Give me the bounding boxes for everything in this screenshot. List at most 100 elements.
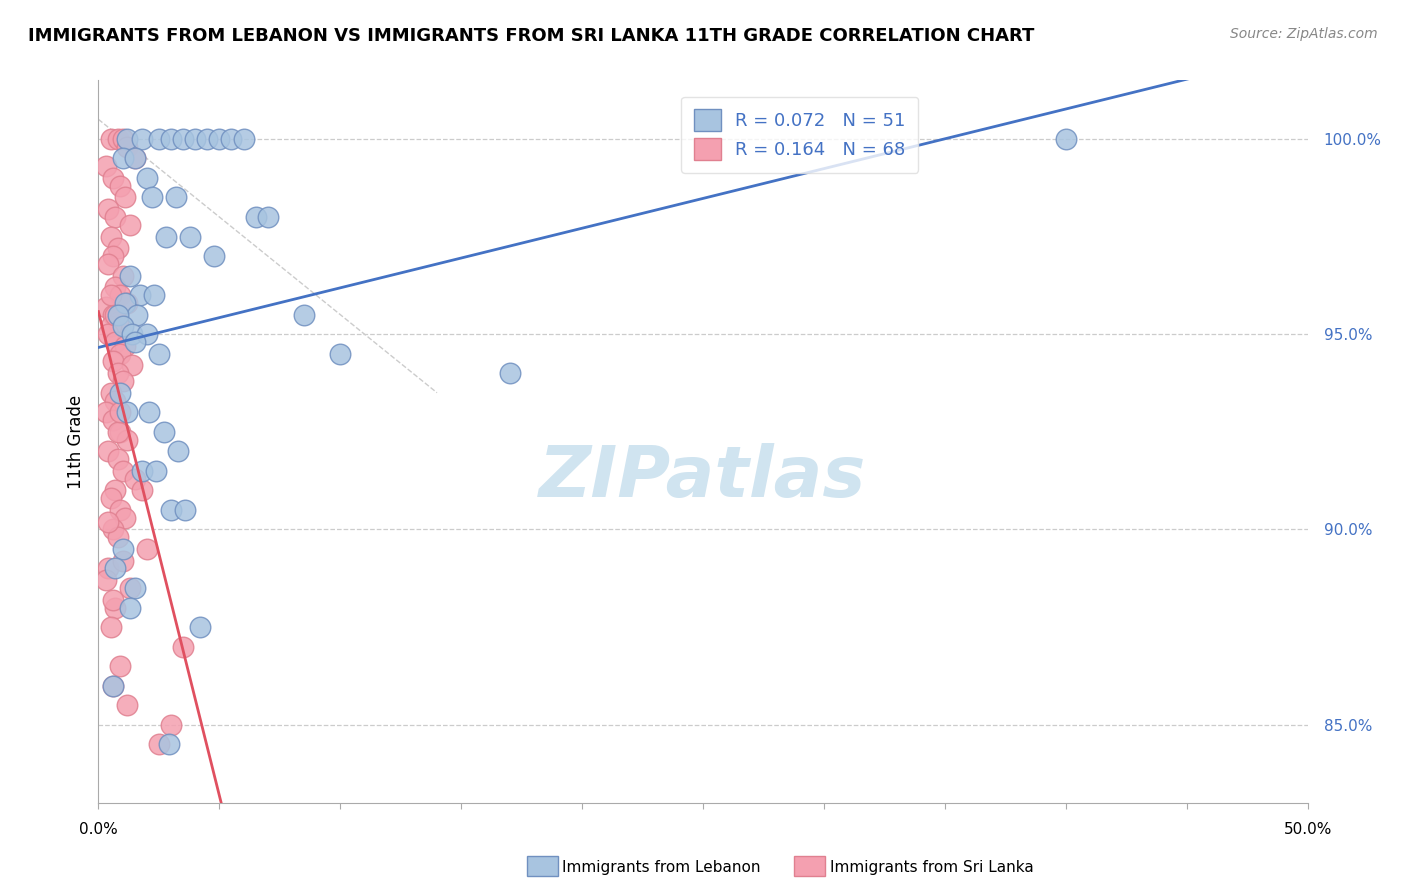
Point	[148, 132, 170, 146]
Point	[1054, 132, 1077, 146]
Point	[195, 132, 218, 146]
Point	[104, 280, 127, 294]
Point	[160, 503, 183, 517]
Point	[94, 573, 117, 587]
Point	[111, 464, 134, 478]
Point	[94, 159, 117, 173]
Point	[111, 319, 134, 334]
Point	[100, 385, 122, 400]
Point	[121, 359, 143, 373]
Point	[107, 308, 129, 322]
Text: Immigrants from Lebanon: Immigrants from Lebanon	[562, 861, 761, 875]
Legend: R = 0.072   N = 51, R = 0.164   N = 68: R = 0.072 N = 51, R = 0.164 N = 68	[681, 96, 918, 173]
Point	[152, 425, 174, 439]
Point	[108, 288, 131, 302]
Point	[107, 366, 129, 380]
Point	[100, 620, 122, 634]
Point	[94, 300, 117, 314]
Point	[107, 315, 129, 329]
Text: 50.0%: 50.0%	[1284, 822, 1331, 837]
Point	[160, 717, 183, 731]
Point	[107, 452, 129, 467]
Point	[117, 433, 139, 447]
Point	[101, 413, 124, 427]
Point	[135, 170, 157, 185]
Point	[184, 132, 207, 146]
Point	[221, 132, 243, 146]
Point	[117, 132, 139, 146]
Point	[100, 319, 122, 334]
Point	[117, 296, 139, 310]
Point	[165, 190, 187, 204]
Point	[100, 229, 122, 244]
Point	[121, 327, 143, 342]
Text: 0.0%: 0.0%	[79, 822, 118, 837]
Point	[145, 464, 167, 478]
Point	[107, 132, 129, 146]
Point	[101, 679, 124, 693]
Point	[124, 472, 146, 486]
Point	[108, 178, 131, 193]
Point	[160, 132, 183, 146]
Point	[232, 132, 254, 146]
Point	[100, 491, 122, 505]
Point	[107, 530, 129, 544]
Point	[104, 210, 127, 224]
Point	[100, 288, 122, 302]
Point	[97, 327, 120, 342]
Point	[94, 405, 117, 419]
Point	[128, 288, 150, 302]
Point	[107, 241, 129, 255]
Point	[117, 139, 139, 153]
Point	[97, 257, 120, 271]
Point	[135, 327, 157, 342]
Point	[108, 385, 131, 400]
Point	[167, 444, 190, 458]
Point	[292, 308, 315, 322]
Point	[111, 541, 134, 556]
Point	[148, 737, 170, 751]
Point	[135, 541, 157, 556]
Text: Source: ZipAtlas.com: Source: ZipAtlas.com	[1230, 27, 1378, 41]
Point	[124, 152, 146, 166]
Point	[188, 620, 211, 634]
Point	[141, 190, 163, 204]
Point	[118, 268, 141, 283]
Text: ZIPatlas: ZIPatlas	[540, 443, 866, 512]
Point	[101, 170, 124, 185]
Point	[208, 132, 231, 146]
Point	[108, 503, 131, 517]
Point	[172, 640, 194, 654]
Point	[101, 249, 124, 263]
Point	[107, 425, 129, 439]
Point	[118, 600, 141, 615]
Point	[148, 346, 170, 360]
Point	[127, 308, 149, 322]
Point	[101, 354, 124, 368]
Point	[104, 334, 127, 349]
Point	[114, 339, 136, 353]
Text: Immigrants from Sri Lanka: Immigrants from Sri Lanka	[830, 861, 1033, 875]
Point	[118, 581, 141, 595]
Point	[117, 698, 139, 713]
Point	[143, 288, 166, 302]
Point	[104, 483, 127, 498]
Point	[104, 393, 127, 408]
Point	[111, 554, 134, 568]
Point	[174, 503, 197, 517]
Point	[114, 510, 136, 524]
Point	[131, 132, 153, 146]
Point	[138, 405, 160, 419]
Point	[101, 592, 124, 607]
Point	[97, 561, 120, 575]
Point	[155, 229, 177, 244]
Point	[108, 425, 131, 439]
Point	[111, 374, 134, 388]
Point	[204, 249, 226, 263]
Point	[97, 515, 120, 529]
Point	[111, 152, 134, 166]
Point	[101, 523, 124, 537]
Point	[157, 737, 180, 751]
Point	[97, 202, 120, 216]
Point	[131, 483, 153, 498]
